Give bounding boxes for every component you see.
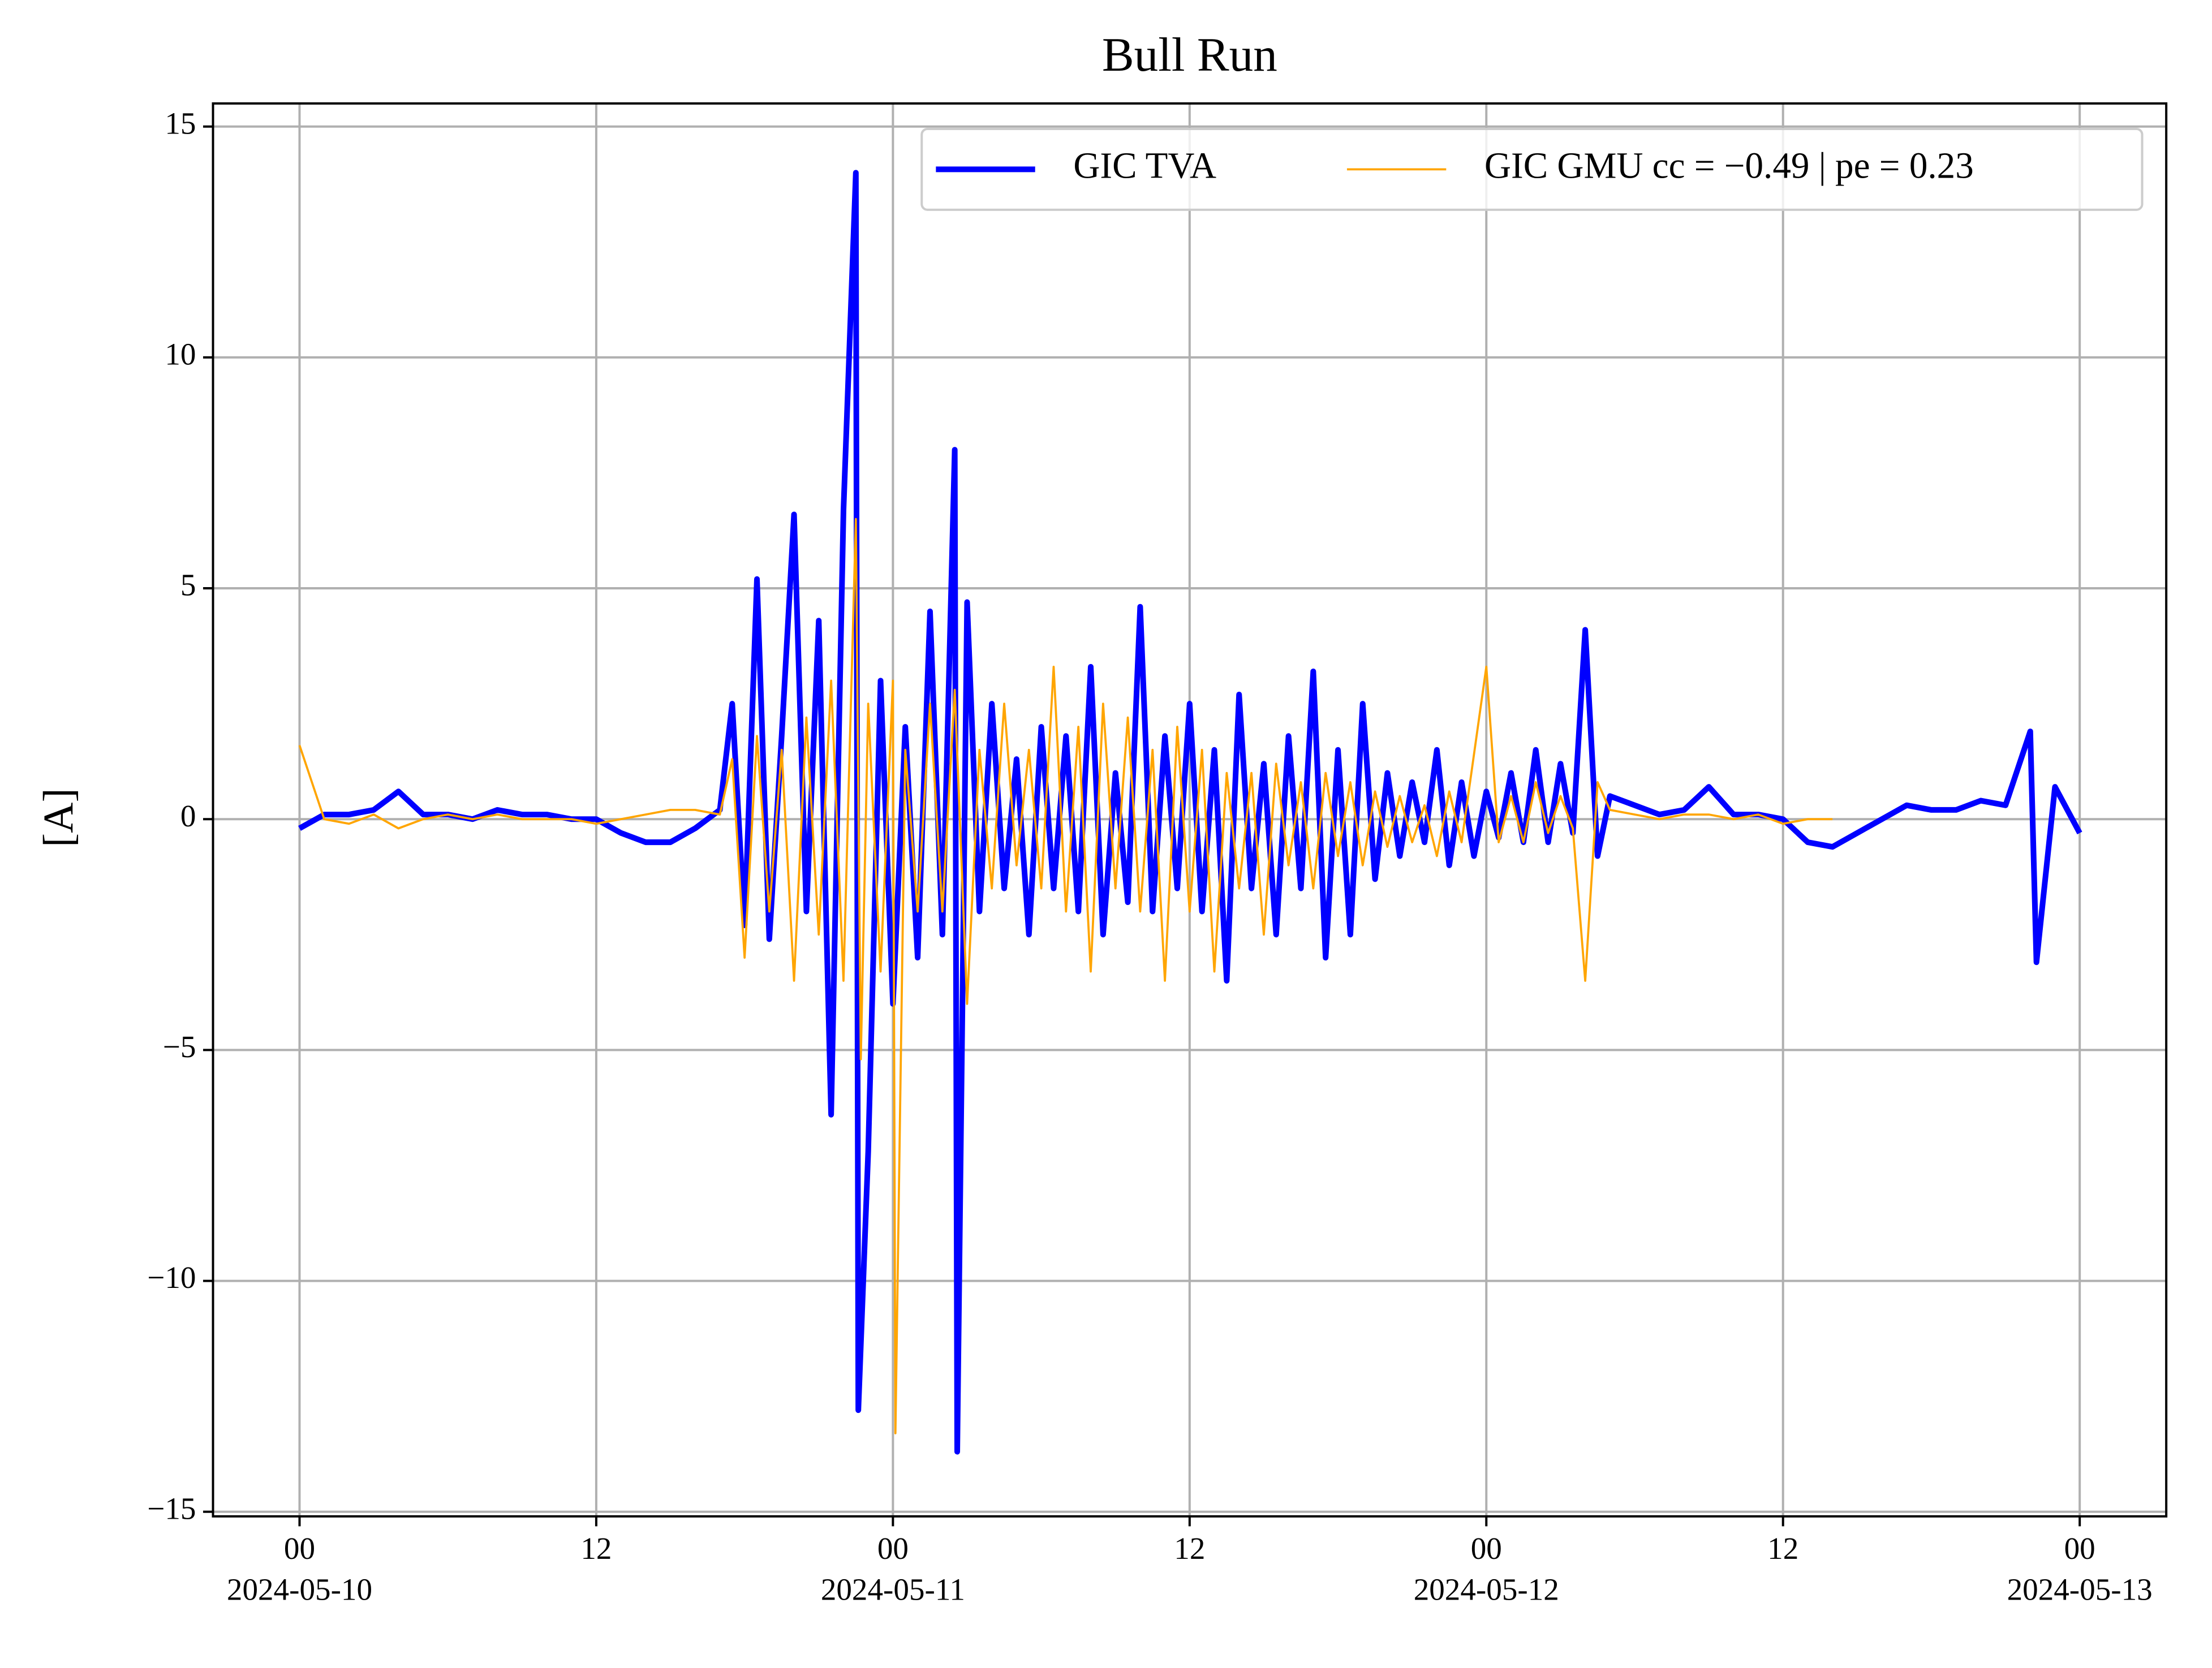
x-tick-label: 00 [1471, 1531, 1502, 1566]
data-line [298, 170, 2082, 1455]
y-axis-label: [A] [35, 788, 82, 847]
x-tick-label: 12 [580, 1531, 612, 1566]
legend-label: GIC GMU cc = −0.49 | pe = 0.23 [1484, 145, 1974, 186]
y-tick-label: 15 [165, 106, 196, 140]
chart-title: Bull Run [1102, 28, 1277, 81]
data-line [298, 518, 1833, 1434]
y-tick-label: 0 [180, 799, 196, 833]
x-tick-label: 00 [877, 1531, 909, 1566]
y-tick-label: −5 [163, 1029, 196, 1064]
x-tick-label: 00 [2064, 1531, 2095, 1566]
x-tick-label: 12 [1174, 1531, 1205, 1566]
legend-box [920, 127, 2144, 211]
y-tick-label: 10 [165, 337, 196, 372]
ticks: −15 −10 −5 0 5 10 15 00 12 00 12 00 12 00 2024-05-10 20… [147, 106, 2152, 1606]
x-tick-date-label: 2024-05-12 [1414, 1572, 1559, 1607]
x-tick-date-label: 2024-05-13 [2007, 1572, 2153, 1607]
y-tick-label: −15 [147, 1491, 196, 1525]
x-tick-label: 12 [1767, 1531, 1798, 1566]
legend: GIC TVA GIC GMU cc = −0.49 | pe = 0.23 [920, 127, 2144, 211]
y-tick-label: −10 [147, 1260, 196, 1295]
x-tick-date-label: 2024-05-11 [821, 1572, 965, 1607]
grid [213, 103, 2167, 1516]
y-tick-label: 5 [180, 568, 196, 602]
x-tick-label: 00 [284, 1531, 315, 1566]
legend-label: GIC TVA [1073, 145, 1216, 186]
x-tick-date-label: 2024-05-10 [227, 1572, 372, 1607]
plot-lines [298, 170, 2082, 1455]
